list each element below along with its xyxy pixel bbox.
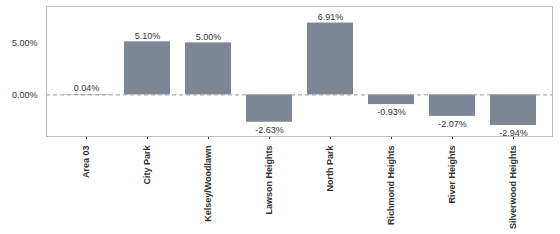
svg-text:0.00%: 0.00%: [12, 90, 38, 100]
svg-text:Kelsey/Woodlawn: Kelsey/Woodlawn: [203, 146, 213, 222]
svg-text:River Heights: River Heights: [447, 146, 457, 204]
svg-text:-2.07%: -2.07%: [438, 119, 467, 129]
svg-text:-2.63%: -2.63%: [255, 125, 284, 135]
svg-text:Richmond Heights: Richmond Heights: [386, 146, 396, 226]
svg-text:5.00%: 5.00%: [12, 38, 38, 48]
svg-text:City Park: City Park: [142, 145, 152, 185]
svg-text:North Park: North Park: [325, 145, 335, 192]
svg-text:5.10%: 5.10%: [135, 31, 161, 41]
svg-text:Silverwood Heights: Silverwood Heights: [508, 146, 518, 230]
svg-text:6.91%: 6.91%: [318, 12, 344, 22]
svg-text:-0.93%: -0.93%: [377, 107, 406, 117]
svg-text:0.04%: 0.04%: [74, 83, 100, 93]
svg-text:Area 03: Area 03: [81, 146, 91, 179]
svg-text:-2.94%: -2.94%: [499, 128, 528, 139]
svg-text:Lawson Heights: Lawson Heights: [264, 146, 274, 215]
svg-text:5.00%: 5.00%: [196, 32, 222, 42]
